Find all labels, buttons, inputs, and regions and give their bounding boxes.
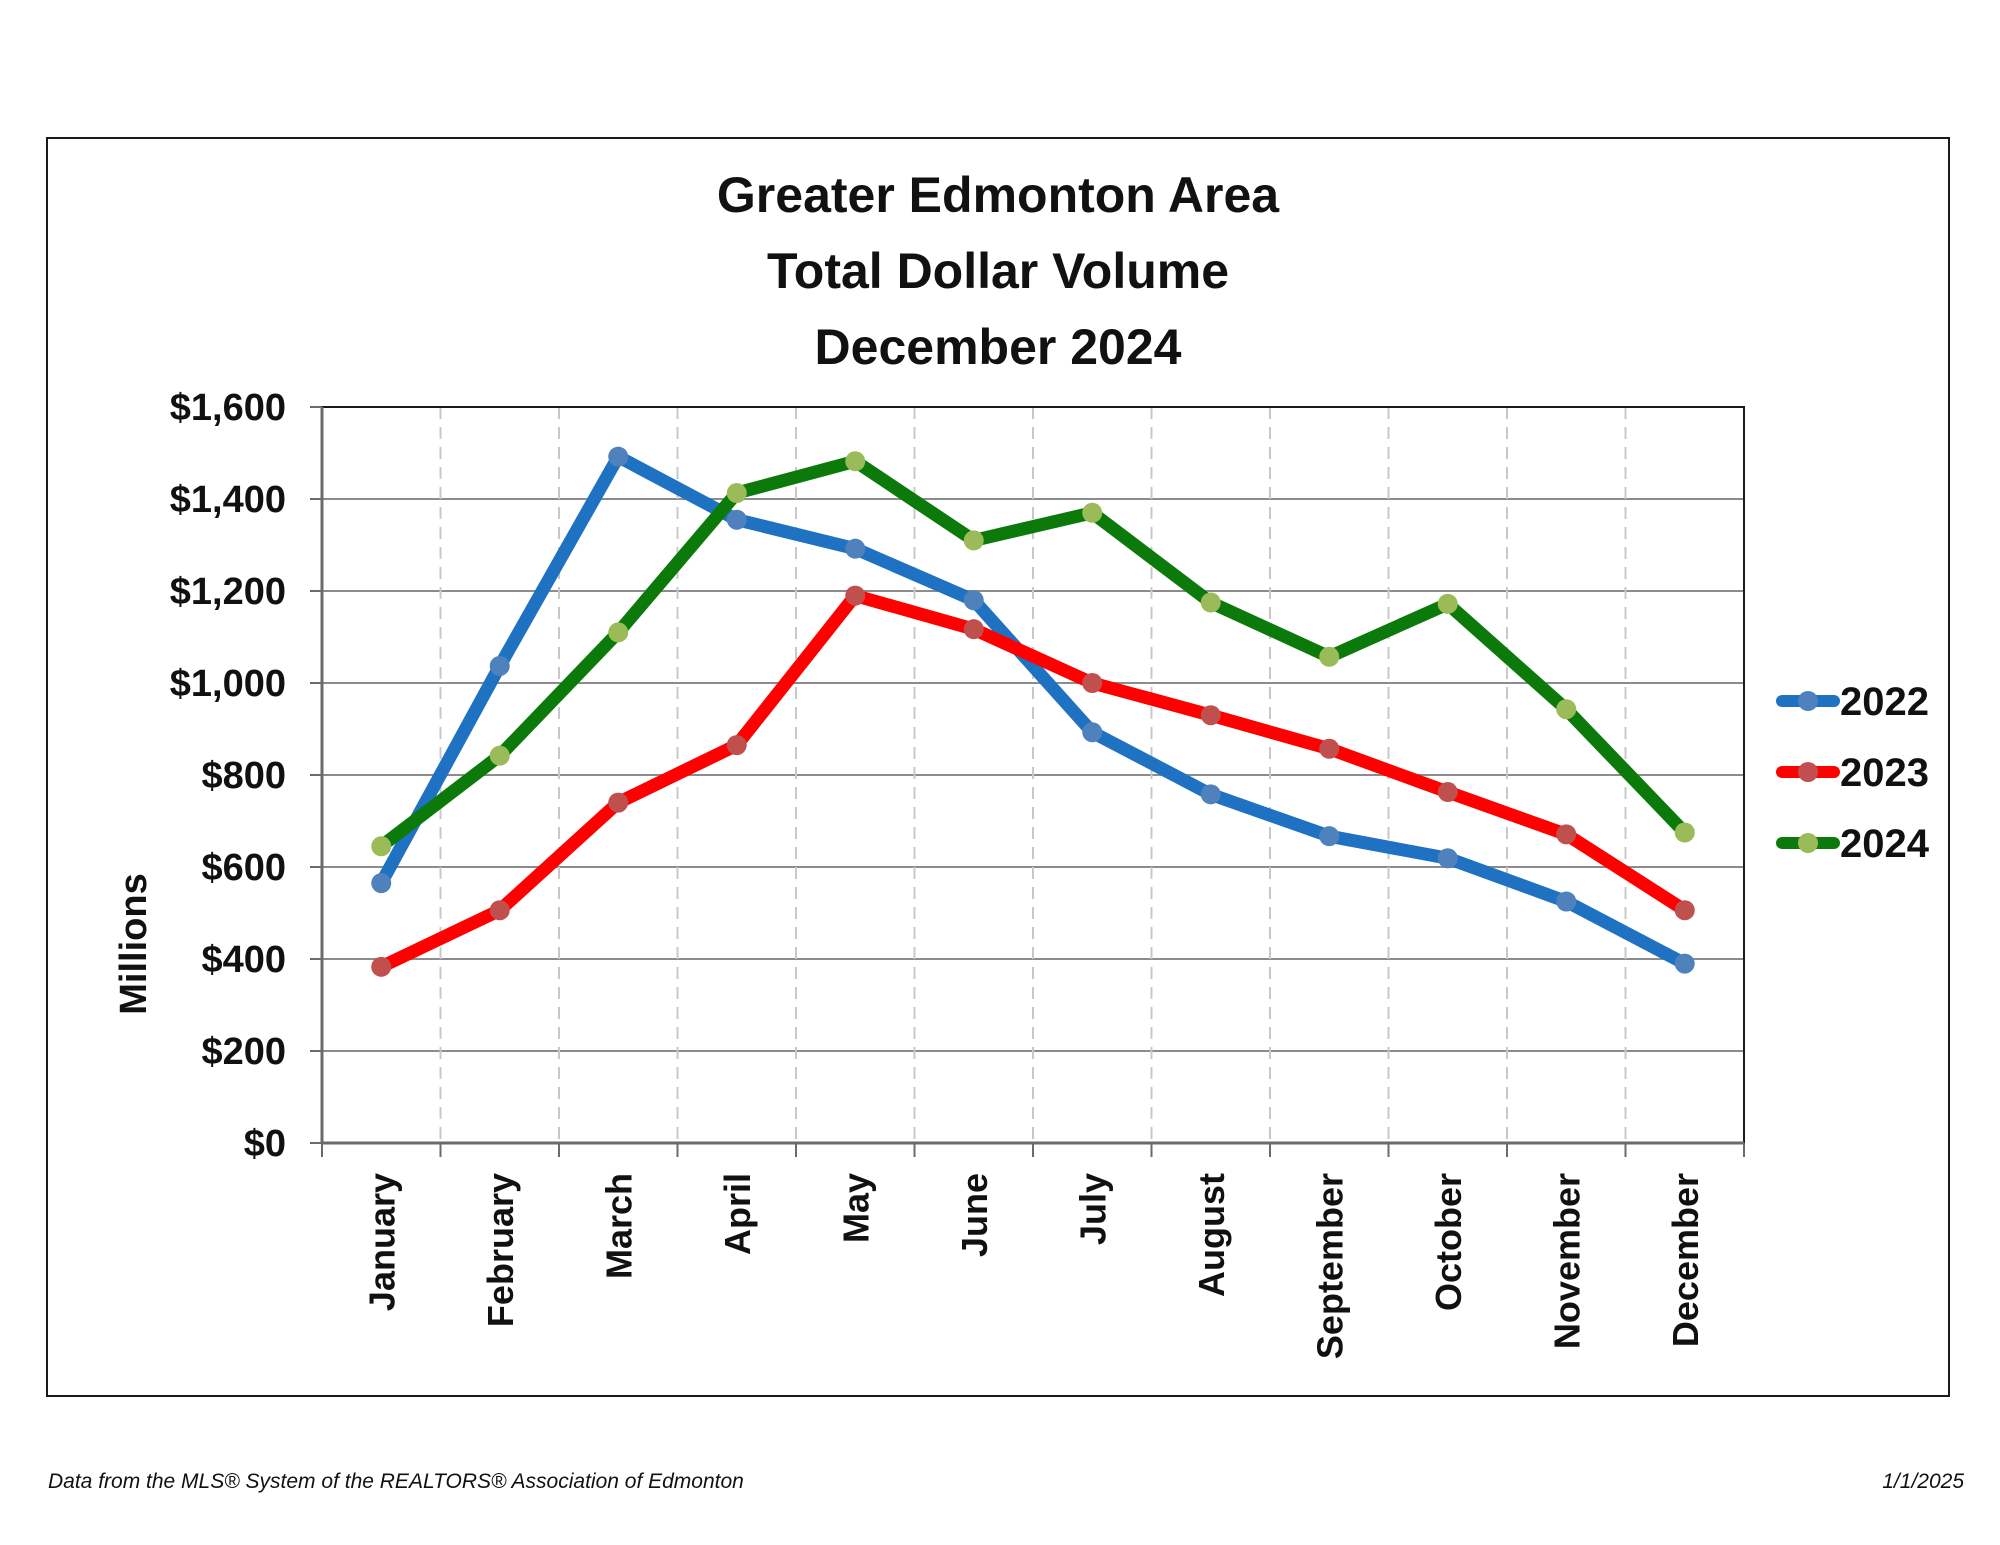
data-point-2022-january — [371, 873, 392, 894]
data-point-2023-august — [1200, 705, 1221, 726]
data-point-2024-june — [963, 530, 984, 551]
x-tick-label: June — [954, 1173, 995, 1257]
data-point-2023-may — [845, 585, 866, 606]
footer-source-note: Data from the MLS® System of the REALTOR… — [48, 1470, 744, 1493]
data-point-2024-august — [1200, 592, 1221, 613]
data-point-2023-october — [1437, 782, 1458, 803]
series-line-2024 — [374, 454, 1692, 853]
data-point-2024-july — [1082, 502, 1103, 523]
legend-label-2024: 2024 — [1840, 822, 1930, 866]
data-point-2023-february — [489, 900, 510, 921]
data-point-2023-september — [1319, 738, 1340, 759]
data-point-2024-january — [371, 836, 392, 857]
data-point-2022-august — [1200, 784, 1221, 805]
x-tick-label: January — [361, 1173, 402, 1311]
data-point-2022-june — [963, 590, 984, 611]
x-tick-label: August — [1191, 1173, 1232, 1297]
data-point-2022-may — [845, 538, 866, 559]
footer-date: 1/1/2025 — [1882, 1470, 1964, 1493]
data-point-2024-april — [726, 483, 747, 504]
legend-marker-2022 — [1798, 691, 1818, 711]
y-tick-label: $1,000 — [170, 663, 286, 705]
series-lines — [371, 446, 1695, 977]
data-point-2022-march — [608, 446, 629, 467]
y-tick-label: $1,200 — [170, 571, 286, 613]
data-point-2022-december — [1674, 953, 1695, 974]
legend-marker-2023 — [1798, 762, 1818, 782]
y-tick-label: $200 — [201, 1031, 286, 1073]
x-tick-label: December — [1665, 1173, 1706, 1347]
x-tick-label: September — [1309, 1173, 1350, 1359]
chart-title: Greater Edmonton Area Total Dollar Volume… — [717, 167, 1280, 375]
series-line-2023 — [374, 589, 1692, 974]
legend-label-2022: 2022 — [1840, 680, 1929, 724]
x-tick-label: February — [480, 1173, 521, 1327]
x-tick-label: October — [1428, 1173, 1469, 1311]
data-point-2024-november — [1556, 699, 1577, 720]
y-tick-label: $800 — [201, 755, 286, 797]
y-axis-label: Millions — [113, 873, 155, 1014]
data-point-2023-july — [1082, 673, 1103, 693]
data-point-2024-october — [1437, 593, 1458, 614]
legend: 2022 2023 2024 — [1776, 680, 1930, 866]
data-point-2023-april — [726, 735, 747, 756]
y-tick-label: $1,400 — [170, 479, 286, 521]
data-point-2022-october — [1437, 848, 1458, 869]
data-point-2024-february — [489, 745, 510, 766]
x-tick-label: November — [1546, 1173, 1587, 1349]
legend-marker-2024 — [1798, 833, 1818, 853]
x-tick-label: July — [1072, 1173, 1113, 1245]
data-point-2024-may — [845, 451, 866, 472]
data-point-2023-december — [1674, 900, 1695, 921]
data-point-2022-july — [1082, 722, 1103, 743]
series-line-2022 — [374, 450, 1692, 971]
data-point-2022-april — [726, 509, 747, 530]
x-tick-label: March — [598, 1173, 639, 1279]
data-point-2023-march — [608, 792, 629, 813]
y-tick-label: $600 — [201, 847, 286, 889]
y-tick-label: $400 — [201, 939, 286, 981]
chart-svg: Greater Edmonton Area Total Dollar Volume… — [113, 167, 1930, 1359]
y-tick-label: $0 — [244, 1123, 286, 1165]
data-point-2024-september — [1319, 646, 1340, 667]
data-point-2024-december — [1674, 822, 1695, 843]
data-point-2022-november — [1556, 891, 1577, 912]
grid-lines — [310, 406, 1745, 1157]
chart-title-line-3: December 2024 — [815, 319, 1182, 375]
data-point-2022-september — [1319, 826, 1340, 847]
chart-title-line-1: Greater Edmonton Area — [717, 167, 1280, 223]
x-tick-labels: January February March April May June July Augu… — [361, 1173, 1706, 1359]
y-tick-labels: $0 $200 $400 $600 $800 $1,000 $1,200 $1,400 $1,6… — [170, 387, 286, 1165]
data-point-2023-june — [963, 619, 984, 640]
data-point-2022-february — [489, 655, 510, 676]
chart-frame: Greater Edmonton Area Total Dollar Volume… — [46, 137, 1950, 1397]
y-tick-label: $1,600 — [170, 387, 286, 429]
chart-title-line-2: Total Dollar Volume — [767, 243, 1229, 299]
x-tick-label: May — [835, 1173, 876, 1243]
x-tick-label: April — [717, 1173, 758, 1255]
data-point-2023-january — [371, 956, 392, 977]
data-point-2024-march — [608, 622, 629, 643]
legend-label-2023: 2023 — [1840, 751, 1929, 795]
data-point-2023-november — [1556, 824, 1577, 845]
